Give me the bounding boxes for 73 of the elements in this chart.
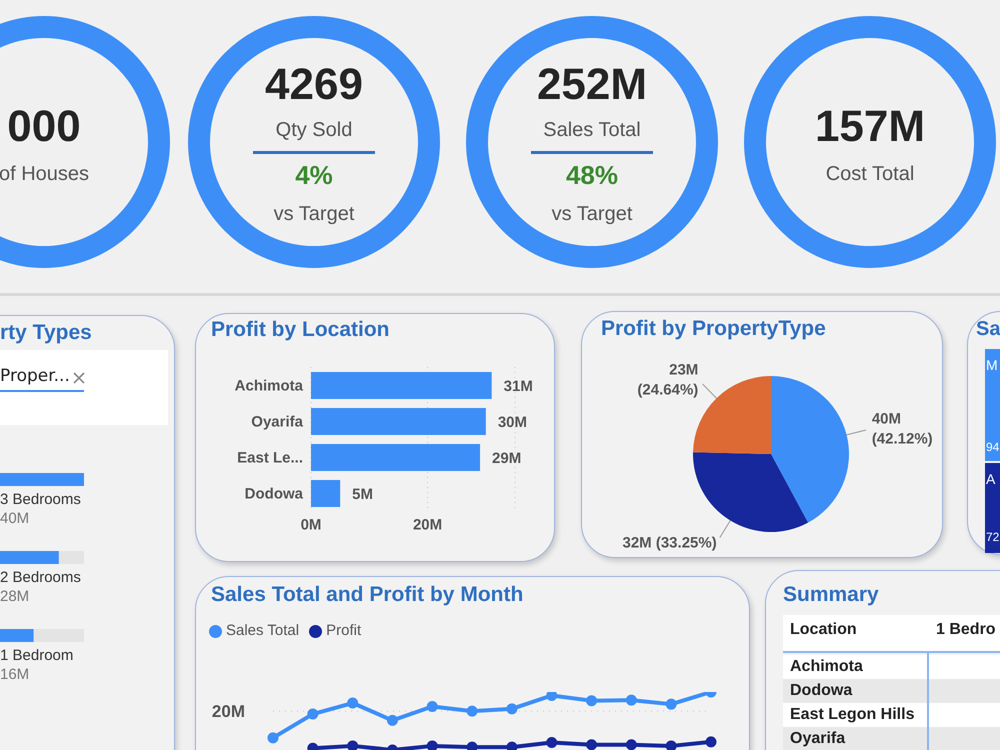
text: Qty Sold <box>276 119 352 141</box>
y-tick-label: 2 Bedrooms <box>0 569 81 586</box>
y-tick-label: 1 Bedroom <box>0 647 74 664</box>
data-label: 28M <box>0 588 30 605</box>
data-label: 40M <box>0 510 30 527</box>
bar <box>311 480 340 507</box>
category-label: Achimota <box>790 658 863 676</box>
data-label: 30M <box>498 414 528 431</box>
point <box>546 736 558 748</box>
text: Summary <box>783 582 879 608</box>
pie-slice <box>693 452 808 532</box>
point <box>546 692 558 701</box>
legend-label: Sales Total <box>226 622 300 639</box>
data-label: 23M (24.64%) <box>637 362 698 399</box>
text: 1 Bedro <box>936 621 996 639</box>
y-tick-label: Oyarifa <box>251 413 304 430</box>
point <box>506 703 518 714</box>
text: 4269 <box>264 59 364 111</box>
category-label: Dodowa <box>790 682 852 700</box>
data-label: 31M <box>504 378 533 395</box>
text: Cost Total <box>826 163 914 185</box>
data-label: 5M <box>352 486 373 503</box>
text: vs Target <box>274 203 354 225</box>
text: of Houses <box>0 163 90 185</box>
y-tick-label: East Le... <box>237 449 303 466</box>
bar <box>311 408 486 435</box>
x-tick-label: 0M <box>300 516 322 534</box>
category-label: East Legon Hills <box>790 706 914 724</box>
y-tick-label: Achimota <box>234 377 304 394</box>
point <box>706 736 716 748</box>
point <box>666 740 677 750</box>
y-tick-label: Dodowa <box>244 485 304 502</box>
point <box>268 732 278 744</box>
chart-title: rty Types <box>0 320 92 346</box>
text: M <box>986 357 998 373</box>
category-label: Oyarifa <box>790 730 846 748</box>
data-label: 16M <box>0 666 30 683</box>
text: 4% <box>295 160 333 190</box>
chart-title: Profit by PropertyType <box>601 316 826 342</box>
point <box>586 739 598 750</box>
data-label: 29M <box>492 450 522 467</box>
data-label: 40M (42.12%) <box>872 410 933 448</box>
text: 157M <box>814 101 926 153</box>
text: Location <box>790 621 857 639</box>
text: Proper... <box>0 366 70 386</box>
text: 72 <box>986 530 1000 544</box>
point <box>466 706 478 717</box>
point <box>626 694 637 706</box>
bar <box>311 444 480 471</box>
point <box>307 708 318 720</box>
ref-line-label: 20M <box>212 702 245 722</box>
point <box>386 714 398 726</box>
text: vs Target <box>552 203 632 225</box>
text: 48% <box>566 160 618 190</box>
data-label: 32M (33.25%) <box>622 534 717 552</box>
legend-label: Profit <box>326 622 362 639</box>
text: Sales Total <box>543 119 641 141</box>
bar <box>311 372 492 399</box>
pie-slice <box>771 376 849 523</box>
point <box>426 701 438 712</box>
chart-title: Sales Total and Profit by Month <box>211 582 524 608</box>
chart-title: Profit by Location <box>211 317 390 343</box>
text: 94 <box>986 440 1000 454</box>
point <box>666 698 677 710</box>
point <box>426 740 438 750</box>
point <box>347 698 358 709</box>
y-tick-label: 3 Bedrooms <box>0 491 81 508</box>
text: 252M <box>536 59 648 111</box>
point <box>347 740 358 750</box>
point <box>626 739 637 750</box>
text: A <box>986 471 996 487</box>
point <box>586 695 598 706</box>
text: 000 <box>6 101 82 153</box>
